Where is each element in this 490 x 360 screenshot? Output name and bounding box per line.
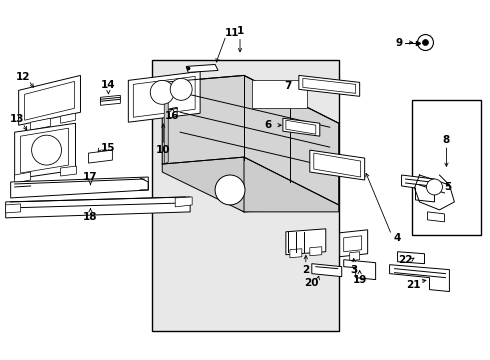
- Polygon shape: [286, 120, 316, 134]
- Polygon shape: [133, 76, 195, 117]
- Circle shape: [215, 175, 245, 205]
- Bar: [152, 60, 339, 332]
- Polygon shape: [167, 107, 177, 118]
- Text: 2: 2: [302, 265, 310, 275]
- Polygon shape: [310, 247, 322, 256]
- Polygon shape: [390, 265, 449, 292]
- Text: 9: 9: [396, 37, 403, 48]
- Polygon shape: [310, 150, 365, 180]
- Text: 13: 13: [9, 114, 24, 124]
- Polygon shape: [350, 252, 360, 261]
- Polygon shape: [100, 95, 121, 105]
- Polygon shape: [21, 128, 69, 173]
- Polygon shape: [11, 177, 148, 198]
- Text: 6: 6: [264, 120, 271, 130]
- Circle shape: [150, 80, 174, 104]
- Polygon shape: [162, 75, 339, 212]
- Polygon shape: [340, 230, 368, 257]
- Polygon shape: [299, 75, 360, 96]
- Text: 8: 8: [443, 135, 450, 145]
- Polygon shape: [128, 71, 200, 122]
- Circle shape: [170, 78, 192, 100]
- Polygon shape: [397, 252, 424, 264]
- Text: 17: 17: [83, 172, 98, 182]
- Polygon shape: [164, 85, 168, 164]
- Polygon shape: [89, 150, 112, 163]
- Circle shape: [32, 135, 62, 165]
- Polygon shape: [24, 81, 74, 120]
- Circle shape: [417, 35, 434, 50]
- Text: 14: 14: [101, 80, 116, 90]
- Polygon shape: [343, 236, 362, 252]
- Polygon shape: [343, 260, 376, 280]
- Polygon shape: [186, 64, 218, 72]
- Text: 21: 21: [406, 280, 421, 289]
- Polygon shape: [312, 264, 342, 276]
- Polygon shape: [6, 197, 190, 218]
- Text: 15: 15: [101, 143, 116, 153]
- Text: 22: 22: [398, 255, 413, 265]
- Polygon shape: [175, 197, 192, 207]
- Text: 20: 20: [305, 278, 319, 288]
- Polygon shape: [19, 75, 80, 125]
- Polygon shape: [61, 166, 76, 176]
- Text: 18: 18: [83, 212, 98, 222]
- Text: 12: 12: [15, 72, 30, 82]
- Polygon shape: [61, 113, 75, 123]
- Polygon shape: [15, 123, 75, 179]
- Polygon shape: [401, 175, 435, 202]
- Polygon shape: [15, 172, 30, 183]
- Text: 7: 7: [284, 81, 292, 91]
- Polygon shape: [30, 118, 50, 130]
- Polygon shape: [162, 157, 339, 212]
- Text: 5: 5: [444, 182, 451, 192]
- Text: 3: 3: [350, 265, 357, 275]
- Bar: [252, 80, 307, 108]
- Text: 11: 11: [225, 28, 239, 37]
- Polygon shape: [427, 212, 444, 222]
- Text: 4: 4: [394, 233, 401, 243]
- Polygon shape: [286, 229, 326, 255]
- Polygon shape: [283, 118, 320, 136]
- Circle shape: [426, 179, 442, 195]
- Text: 1: 1: [236, 26, 244, 36]
- Text: 10: 10: [156, 145, 171, 155]
- Polygon shape: [314, 153, 361, 177]
- Polygon shape: [6, 204, 21, 213]
- Text: 19: 19: [352, 275, 367, 285]
- Polygon shape: [290, 249, 302, 258]
- Polygon shape: [303, 78, 356, 93]
- Bar: [412, 100, 481, 235]
- Text: 16: 16: [165, 111, 179, 121]
- Circle shape: [422, 40, 428, 45]
